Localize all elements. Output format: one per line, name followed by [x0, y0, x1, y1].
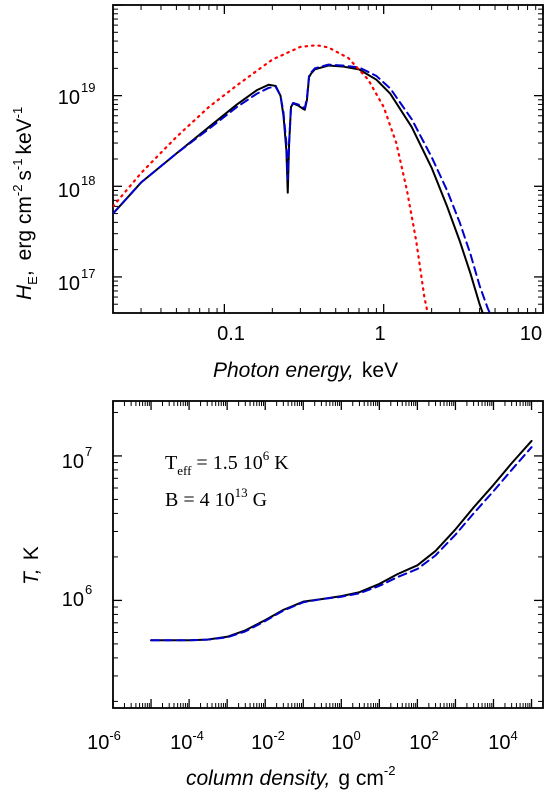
spectrum-plot-frame — [112, 4, 544, 314]
temperature-blue-dashed-curve — [150, 446, 533, 642]
spectrum-panel: 0.1 1 10 10 19 10 18 10 17 Photon energy… — [10, 4, 544, 382]
spectrum-ytick-label: 10 — [58, 273, 80, 295]
spectrum-ytick-exponent: 19 — [81, 80, 95, 95]
svg-text:HE,erg cm-2s-1keV-1: HE,erg cm-2s-1keV-1 — [10, 107, 40, 300]
svg-text:10-4: 10-4 — [170, 728, 204, 754]
temperature-ytick-exponent: 7 — [85, 444, 92, 459]
temperature-plot-frame — [112, 400, 544, 709]
spectrum-ytick-exponent: 17 — [81, 266, 95, 281]
spectrum-axis-ticks — [112, 4, 544, 314]
temperature-curves — [150, 439, 533, 642]
spectrum-xtick-label: 10 — [520, 323, 542, 345]
svg-text:100: 100 — [331, 728, 360, 754]
svg-text:10-6: 10-6 — [87, 728, 121, 754]
temperature-xtick-label: 10-2 — [251, 728, 285, 754]
temperature-y-axis-label: T,K — [20, 546, 43, 585]
spectrum-y-axis-label: HE,erg cm-2s-1keV-1 — [10, 107, 40, 300]
temperature-panel: Teff = 1.5 106 K B = 4 1013 G 10 7 10 6 … — [20, 400, 544, 790]
spectrum-curves — [113, 44, 491, 313]
spectrum-blue-dashed-curve — [113, 63, 491, 313]
b-field-annotation: B = 4 1013 G — [165, 485, 267, 511]
spectrum-ytick-label: 10 — [58, 87, 80, 109]
temperature-xtick-label: 102 — [409, 728, 438, 754]
temperature-xtick-label: 10-4 — [170, 728, 204, 754]
temperature-xtick-label: 10-6 — [87, 728, 121, 754]
svg-text:104: 104 — [488, 728, 517, 754]
temperature-axis-ticks — [112, 401, 544, 708]
spectrum-ytick-exponent: 18 — [81, 173, 95, 188]
temperature-ytick-exponent: 6 — [85, 582, 92, 597]
temperature-xtick-label: 104 — [488, 728, 517, 754]
spectrum-red-dotted-curve — [113, 44, 429, 313]
temperature-xtick-label: 100 — [331, 728, 360, 754]
spectrum-xtick-label: 0.1 — [217, 323, 245, 345]
spectrum-black-solid-curve — [113, 64, 484, 313]
svg-text:T,K: T,K — [20, 546, 43, 585]
svg-text:10-2: 10-2 — [251, 728, 285, 754]
teff-annotation: Teff = 1.5 106 K — [165, 448, 289, 478]
spectrum-ytick-label: 10 — [58, 180, 80, 202]
spectrum-x-axis-label: Photon energy, keV — [213, 359, 398, 382]
temperature-ytick-label: 10 — [62, 451, 84, 473]
svg-text:102: 102 — [409, 728, 438, 754]
temperature-x-axis-label: column density, g cm-2 — [186, 763, 395, 790]
temperature-ytick-label: 10 — [62, 589, 84, 611]
spectrum-xtick-label: 1 — [374, 323, 385, 345]
